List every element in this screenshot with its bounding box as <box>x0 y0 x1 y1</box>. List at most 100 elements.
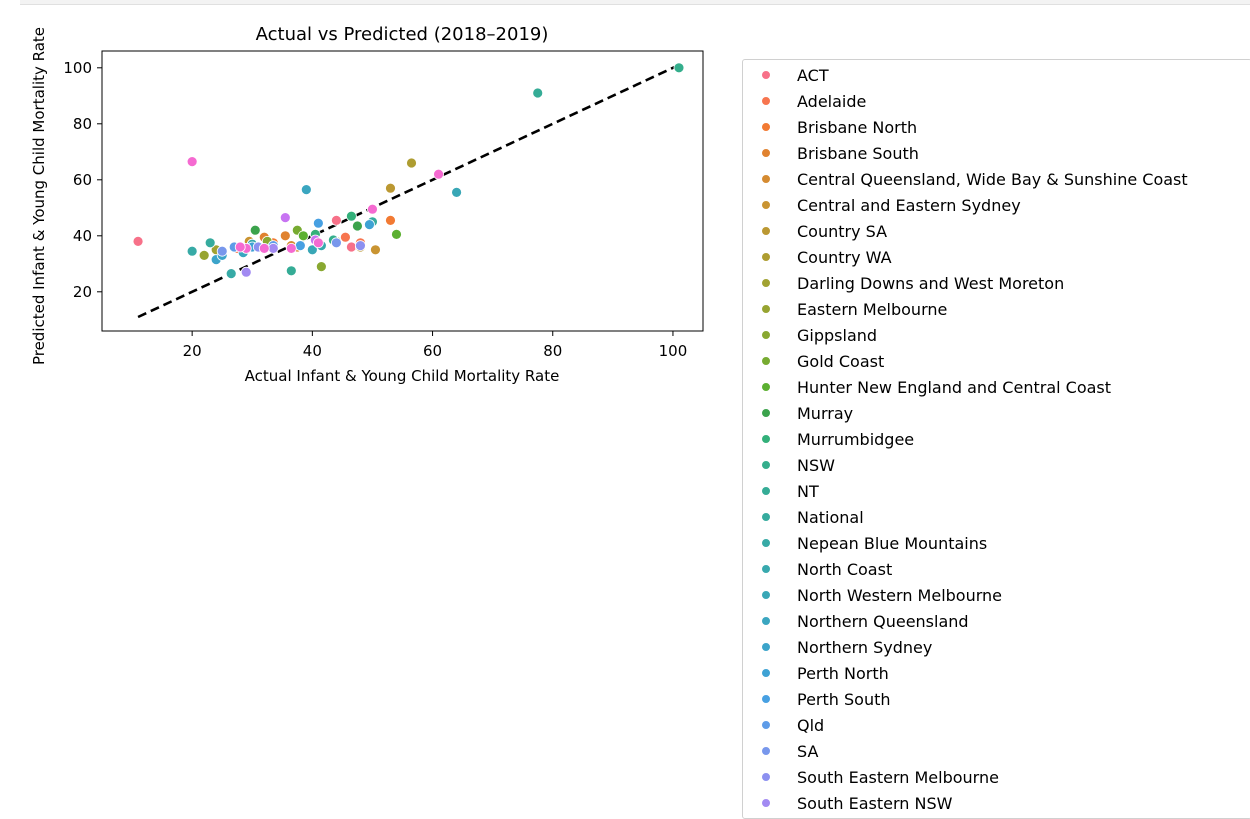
x-tick-label: 60 <box>423 342 442 360</box>
legend-label: SA <box>797 741 819 761</box>
legend-label: Eastern Melbourne <box>797 299 948 319</box>
data-point <box>258 242 270 254</box>
data-point <box>330 237 342 249</box>
legend-item: Adelaide <box>743 88 866 114</box>
notebook-output-top-border <box>20 0 1250 5</box>
legend-item: Darling Downs and West Moreton <box>743 270 1064 296</box>
legend-marker <box>761 200 771 210</box>
data-point <box>279 212 291 224</box>
legend-marker <box>761 356 771 366</box>
axis-ticks: 20 40 60 80 100 20 40 60 80 100 <box>63 59 687 360</box>
legend-item: Country WA <box>743 244 892 270</box>
data-point <box>186 245 198 257</box>
legend-label: North Western Melbourne <box>797 585 1002 605</box>
data-point <box>198 249 210 261</box>
legend-label: Murray <box>797 403 854 423</box>
legend-item: Gold Coast <box>743 348 884 374</box>
data-point <box>391 228 402 240</box>
data-point <box>532 87 544 99</box>
legend-item: SA <box>743 738 818 764</box>
data-point <box>673 62 685 74</box>
legend-marker <box>761 330 771 340</box>
legend-label: National <box>797 507 864 527</box>
legend-label: Murrumbidgee <box>797 429 915 449</box>
data-point <box>204 237 216 249</box>
data-point <box>370 244 381 256</box>
legend-marker <box>761 252 771 262</box>
legend-item: Perth North <box>743 660 889 686</box>
data-point <box>285 242 297 254</box>
legend-item: NT <box>743 478 819 504</box>
legend-item: North Coast <box>743 556 892 582</box>
legend-item: Brisbane North <box>743 114 917 140</box>
data-point <box>364 219 375 231</box>
legend-label: Adelaide <box>797 91 867 111</box>
legend-marker <box>761 590 771 600</box>
legend-item: Hunter New England and Central Coast <box>743 374 1111 400</box>
data-point <box>352 220 363 232</box>
legend-marker <box>761 564 771 574</box>
legend-marker <box>761 174 771 184</box>
legend-marker <box>761 434 771 444</box>
legend-label: NT <box>797 481 819 501</box>
legend-marker <box>761 278 771 288</box>
legend-label: Perth North <box>797 663 889 683</box>
data-point <box>346 241 357 253</box>
data-point <box>355 240 366 252</box>
y-tick-label: 20 <box>73 283 92 301</box>
legend-item: Gippsland <box>743 322 877 348</box>
legend-item: Central Queensland, Wide Bay & Sunshine … <box>743 166 1188 192</box>
data-point <box>267 242 279 254</box>
legend-item: Nepean Blue Mountains <box>743 530 987 556</box>
data-point <box>234 241 246 253</box>
chart-title: Actual vs Predicted (2018–2019) <box>256 24 549 45</box>
scatter-chart: 20 40 60 80 100 20 40 60 80 100 Actual vs Predict… <box>30 24 704 385</box>
data-point <box>330 214 342 226</box>
data-point <box>216 245 228 257</box>
legend-item: NSW <box>743 452 835 478</box>
legend-marker <box>761 122 771 132</box>
legend-label: South Eastern Melbourne <box>797 767 999 787</box>
x-axis-label: Actual Infant & Young Child Mortality Ra… <box>245 367 560 385</box>
legend-item: ACT <box>743 62 829 88</box>
legend-marker <box>761 642 771 652</box>
legend-marker <box>761 70 771 80</box>
legend-label: Gippsland <box>797 325 878 345</box>
data-point <box>346 210 357 222</box>
legend-marker <box>761 148 771 158</box>
y-axis-label: Predicted Infant & Young Child Mortality… <box>30 27 48 365</box>
data-point <box>385 182 396 194</box>
legend-label: Central Queensland, Wide Bay & Sunshine … <box>797 169 1188 189</box>
y-tick-label: 80 <box>73 115 92 133</box>
legend-label: North Coast <box>797 559 893 579</box>
legend-marker <box>761 304 771 314</box>
legend-item: Murray <box>743 400 853 426</box>
legend-marker <box>761 486 771 496</box>
data-points <box>132 62 685 280</box>
data-point <box>132 235 144 247</box>
chart-legend: ACT Adelaide Brisbane North Brisbane South C… <box>742 59 1250 819</box>
data-point <box>279 230 291 242</box>
legend-item: Murrumbidgee <box>743 426 914 452</box>
legend-item: Central and Eastern Sydney <box>743 192 1021 218</box>
x-tick-label: 40 <box>303 342 322 360</box>
legend-marker <box>761 538 771 548</box>
legend-item: South Eastern NSW <box>743 790 952 816</box>
x-tick-label: 80 <box>543 342 562 360</box>
legend-item: Qld <box>743 712 824 738</box>
legend-label: Nepean Blue Mountains <box>797 533 988 553</box>
x-tick-label: 20 <box>183 342 202 360</box>
data-point <box>451 186 462 198</box>
legend-label: Brisbane South <box>797 143 919 163</box>
data-point <box>315 261 327 273</box>
legend-label: Brisbane North <box>797 117 918 137</box>
legend-label: Gold Coast <box>797 351 885 371</box>
legend-item: Perth South <box>743 686 891 712</box>
y-tick-label: 40 <box>73 227 92 245</box>
legend-marker <box>761 746 771 756</box>
legend-label: Darling Downs and West Moreton <box>797 273 1065 293</box>
legend-marker <box>761 226 771 236</box>
data-point <box>406 157 417 169</box>
data-point <box>240 266 252 278</box>
legend-label: ACT <box>797 65 829 85</box>
